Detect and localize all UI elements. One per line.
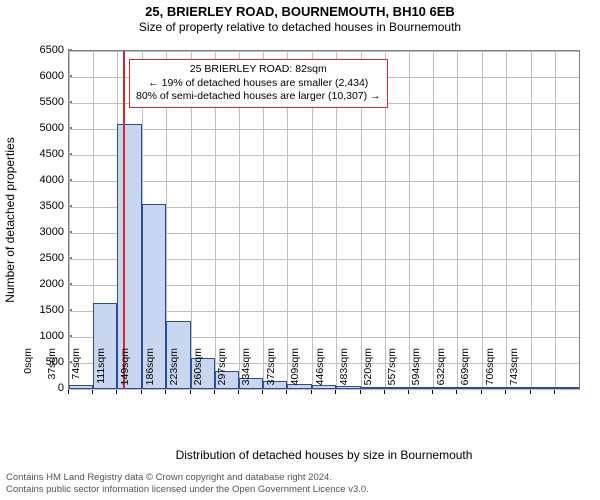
chart-container: 25, BRIERLEY ROAD, BOURNEMOUTH, BH10 6EB… bbox=[0, 0, 600, 500]
x-tick-label: 149sqm bbox=[119, 348, 131, 398]
grid-line-v bbox=[506, 51, 507, 389]
x-tick-label: 223sqm bbox=[168, 348, 180, 398]
x-tick-label: 297sqm bbox=[216, 348, 228, 398]
x-tick-mark bbox=[408, 390, 409, 394]
x-tick-label: 409sqm bbox=[289, 348, 301, 398]
y-tick-label: 3000 bbox=[28, 226, 64, 238]
grid-line-v bbox=[433, 51, 434, 389]
x-tick-mark bbox=[141, 390, 142, 394]
y-tick-label: 5000 bbox=[28, 122, 64, 134]
x-tick-mark bbox=[335, 390, 336, 394]
y-tick-label: 2000 bbox=[28, 278, 64, 290]
x-tick-label: 372sqm bbox=[265, 348, 277, 398]
x-tick-mark bbox=[530, 390, 531, 394]
x-tick-mark bbox=[262, 390, 263, 394]
x-tick-mark bbox=[481, 390, 482, 394]
info-box-line-2: ← 19% of detached houses are smaller (2,… bbox=[136, 77, 381, 91]
footer-line-1: Contains HM Land Registry data © Crown c… bbox=[6, 472, 594, 484]
info-box-line-3: 80% of semi-detached houses are larger (… bbox=[136, 90, 381, 104]
x-tick-mark bbox=[214, 390, 215, 394]
y-axis-label: Number of detached properties bbox=[3, 137, 17, 302]
chart-subtitle: Size of property relative to detached ho… bbox=[0, 20, 600, 35]
grid-line-v bbox=[457, 51, 458, 389]
y-tick-label: 6000 bbox=[28, 70, 64, 82]
x-tick-mark bbox=[165, 390, 166, 394]
x-tick-label: 186sqm bbox=[144, 348, 156, 398]
x-tick-mark bbox=[360, 390, 361, 394]
grid-line-v bbox=[409, 51, 410, 389]
x-tick-mark bbox=[92, 390, 93, 394]
histogram-bar bbox=[531, 387, 555, 389]
x-tick-mark bbox=[190, 390, 191, 394]
x-tick-mark bbox=[116, 390, 117, 394]
footer-line-2: Contains public sector information licen… bbox=[6, 484, 594, 496]
y-tick-label: 4500 bbox=[28, 148, 64, 160]
plot-area: 25 BRIERLEY ROAD: 82sqm← 19% of detached… bbox=[68, 50, 580, 390]
y-tick-label: 2500 bbox=[28, 252, 64, 264]
y-tick-label: 4000 bbox=[28, 174, 64, 186]
grid-line-v bbox=[555, 51, 556, 389]
property-marker-line bbox=[123, 51, 125, 389]
x-tick-label: 74sqm bbox=[70, 348, 82, 398]
x-tick-mark bbox=[384, 390, 385, 394]
x-tick-mark bbox=[554, 390, 555, 394]
x-tick-mark bbox=[286, 390, 287, 394]
x-tick-label: 520sqm bbox=[362, 348, 374, 398]
chart-title: 25, BRIERLEY ROAD, BOURNEMOUTH, BH10 6EB bbox=[0, 4, 600, 20]
x-tick-mark bbox=[456, 390, 457, 394]
x-axis: 0sqm37sqm74sqm111sqm149sqm186sqm223sqm26… bbox=[68, 390, 580, 450]
x-tick-label: 483sqm bbox=[338, 348, 350, 398]
y-axis: 0500100015002000250030003500400045005000… bbox=[28, 50, 68, 390]
grid-line-h bbox=[69, 51, 579, 52]
y-tick-label: 6500 bbox=[28, 44, 64, 56]
x-tick-label: 260sqm bbox=[192, 348, 204, 398]
title-block: 25, BRIERLEY ROAD, BOURNEMOUTH, BH10 6EB… bbox=[0, 0, 600, 35]
y-tick-label: 3500 bbox=[28, 200, 64, 212]
x-tick-label: 706sqm bbox=[484, 348, 496, 398]
x-tick-mark bbox=[238, 390, 239, 394]
grid-line-v bbox=[531, 51, 532, 389]
x-tick-label: 0sqm bbox=[22, 348, 34, 398]
y-tick-label: 5500 bbox=[28, 96, 64, 108]
grid-line-h bbox=[69, 155, 579, 156]
x-tick-label: 669sqm bbox=[459, 348, 471, 398]
x-axis-label: Distribution of detached houses by size … bbox=[68, 448, 580, 462]
info-box: 25 BRIERLEY ROAD: 82sqm← 19% of detached… bbox=[129, 59, 388, 108]
x-tick-mark bbox=[432, 390, 433, 394]
info-box-line-1: 25 BRIERLEY ROAD: 82sqm bbox=[136, 63, 381, 77]
grid-line-v bbox=[69, 51, 70, 389]
x-tick-label: 557sqm bbox=[386, 348, 398, 398]
x-tick-label: 334sqm bbox=[240, 348, 252, 398]
grid-line-v bbox=[482, 51, 483, 389]
x-tick-mark bbox=[311, 390, 312, 394]
x-tick-label: 37sqm bbox=[46, 348, 58, 398]
x-tick-label: 743sqm bbox=[508, 348, 520, 398]
x-tick-mark bbox=[505, 390, 506, 394]
x-tick-label: 446sqm bbox=[314, 348, 326, 398]
footer-attribution: Contains HM Land Registry data © Crown c… bbox=[6, 472, 594, 496]
x-tick-label: 594sqm bbox=[410, 348, 422, 398]
x-tick-mark bbox=[68, 390, 69, 394]
x-tick-label: 111sqm bbox=[95, 348, 107, 398]
grid-line-h bbox=[69, 129, 579, 130]
y-tick-label: 1000 bbox=[28, 330, 64, 342]
grid-line-h bbox=[69, 181, 579, 182]
x-tick-label: 632sqm bbox=[435, 348, 447, 398]
histogram-bar bbox=[555, 387, 579, 389]
y-tick-label: 1500 bbox=[28, 304, 64, 316]
